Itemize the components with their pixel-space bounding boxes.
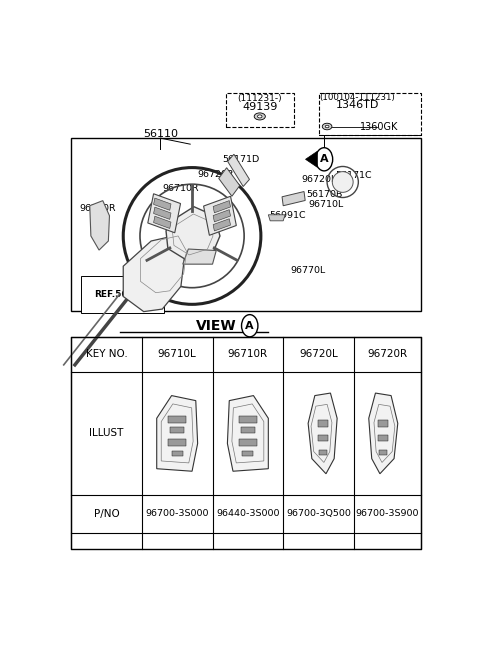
Text: (100104-111231): (100104-111231) [320, 93, 396, 102]
Polygon shape [318, 436, 328, 441]
Text: (111231-): (111231-) [238, 94, 282, 103]
Text: 96700-3S900: 96700-3S900 [356, 509, 419, 518]
Polygon shape [239, 440, 257, 445]
Polygon shape [170, 427, 184, 434]
Text: 96440-3S000: 96440-3S000 [216, 509, 280, 518]
Polygon shape [379, 450, 386, 455]
Ellipse shape [325, 125, 329, 128]
Text: 1360GK: 1360GK [360, 122, 398, 132]
Bar [71, 138, 421, 310]
Polygon shape [172, 451, 183, 456]
Polygon shape [378, 436, 388, 441]
Bar [226, 93, 294, 126]
Polygon shape [123, 236, 185, 312]
Text: 56171D: 56171D [222, 155, 259, 164]
Text: 49139: 49139 [242, 102, 277, 112]
Polygon shape [378, 420, 388, 427]
Text: 96710R: 96710R [228, 350, 268, 360]
Polygon shape [305, 151, 317, 168]
Text: 96710R: 96710R [162, 184, 199, 193]
Polygon shape [228, 155, 250, 187]
Text: 96710L: 96710L [158, 350, 196, 360]
Polygon shape [90, 200, 109, 250]
Polygon shape [213, 210, 230, 222]
Bar [71, 337, 421, 549]
Polygon shape [213, 200, 230, 213]
Polygon shape [204, 196, 236, 235]
Circle shape [241, 314, 258, 337]
Text: 56171C: 56171C [335, 171, 372, 180]
Text: 96700-3Q500: 96700-3Q500 [286, 509, 351, 518]
Polygon shape [148, 194, 180, 233]
Polygon shape [369, 393, 398, 474]
Polygon shape [213, 219, 230, 231]
Polygon shape [154, 207, 171, 219]
Text: P/NO: P/NO [94, 508, 120, 519]
Polygon shape [308, 393, 337, 474]
Text: A: A [320, 155, 328, 164]
Ellipse shape [254, 113, 265, 120]
Polygon shape [183, 249, 216, 264]
Polygon shape [242, 451, 253, 456]
Ellipse shape [332, 172, 353, 193]
Polygon shape [156, 396, 198, 471]
Text: ILLUST: ILLUST [89, 428, 124, 438]
Text: 96720R: 96720R [197, 170, 234, 179]
Polygon shape [239, 416, 257, 423]
Polygon shape [318, 420, 328, 427]
Text: 96720L: 96720L [301, 175, 336, 184]
Polygon shape [168, 416, 186, 423]
Ellipse shape [322, 123, 332, 130]
Bar [319, 93, 421, 135]
Polygon shape [241, 427, 255, 434]
Text: 56170B: 56170B [306, 190, 343, 199]
Text: 1346TD: 1346TD [336, 100, 379, 110]
Text: REF.56-563: REF.56-563 [95, 290, 151, 299]
Text: A: A [245, 321, 254, 331]
Text: 56110: 56110 [143, 129, 178, 139]
Text: 96770R: 96770R [79, 204, 116, 214]
Polygon shape [282, 191, 305, 206]
Text: 96710L: 96710L [309, 200, 344, 209]
Text: VIEW: VIEW [196, 319, 237, 333]
Polygon shape [168, 440, 186, 445]
Ellipse shape [258, 115, 262, 118]
Polygon shape [219, 168, 240, 196]
Polygon shape [268, 215, 285, 221]
Text: 56991C: 56991C [269, 212, 306, 220]
Text: 96700-3S000: 96700-3S000 [145, 509, 209, 518]
Polygon shape [154, 216, 171, 229]
Circle shape [315, 147, 333, 171]
Text: 96720R: 96720R [367, 350, 408, 360]
Text: 96720L: 96720L [299, 350, 338, 360]
Polygon shape [154, 198, 171, 210]
Text: 96770L: 96770L [290, 266, 325, 274]
Polygon shape [228, 396, 268, 471]
Polygon shape [166, 207, 220, 261]
Polygon shape [319, 450, 327, 455]
Text: KEY NO.: KEY NO. [85, 350, 127, 360]
